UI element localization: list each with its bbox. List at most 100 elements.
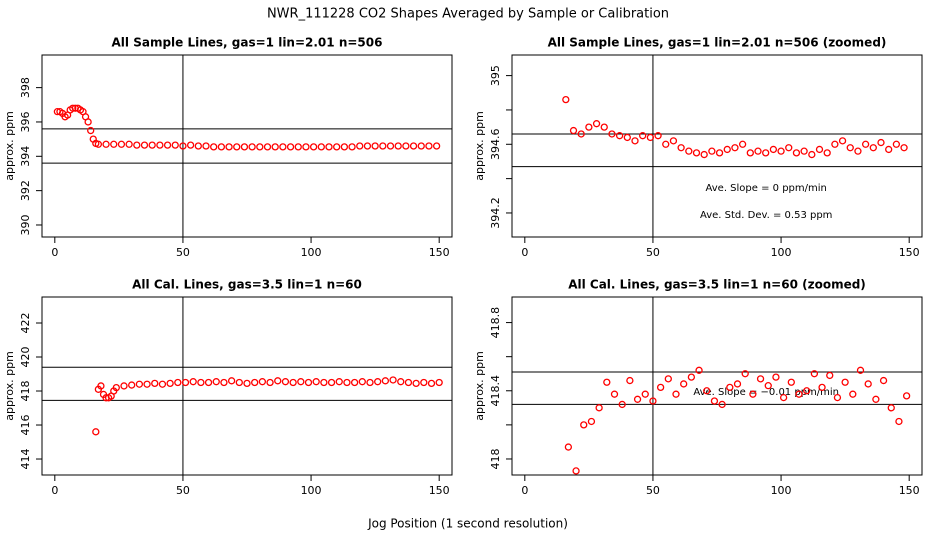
data-point [741, 370, 749, 378]
data-point [417, 142, 425, 150]
data-point [435, 378, 443, 387]
data-point [404, 378, 413, 387]
data-point [148, 141, 156, 149]
data-point [603, 378, 611, 386]
data-point [189, 378, 197, 386]
data-point [212, 378, 220, 386]
y-axis-label: approx. ppm [473, 351, 486, 421]
data-point [128, 381, 136, 389]
data-point [895, 417, 903, 426]
data-point [258, 378, 267, 386]
data-point [335, 378, 343, 386]
data-point [772, 373, 780, 381]
data-point [312, 378, 320, 386]
data-point [135, 380, 144, 388]
data-point [887, 404, 895, 412]
plot-frame [511, 54, 923, 238]
y-tick-label: 395 [489, 65, 502, 86]
data-point [240, 143, 249, 151]
data-point [243, 379, 251, 388]
data-point [69, 104, 77, 112]
data-point [217, 143, 226, 151]
data-point [427, 379, 436, 388]
data-point [672, 390, 680, 398]
data-point [764, 382, 772, 390]
data-point [861, 140, 870, 148]
panel-title: All Cal. Lines, gas=3.5 lin=1 n=60 (zoom… [568, 278, 866, 292]
data-point [304, 378, 313, 387]
data-point [577, 130, 585, 138]
data-point [680, 380, 688, 388]
data-point [749, 390, 757, 398]
data-point [94, 140, 103, 148]
annotation: Ave. Slope = −0.01 ppm/min [693, 387, 839, 398]
data-point [779, 393, 788, 402]
data-point [731, 144, 739, 152]
data-point [769, 145, 778, 154]
data-point [754, 147, 762, 155]
data-point [562, 95, 570, 104]
data-point [723, 145, 731, 154]
data-point [639, 132, 647, 140]
x-tick-label: 50 [176, 484, 190, 497]
data-point [181, 378, 190, 387]
data-point [633, 395, 642, 403]
data-point [143, 380, 151, 388]
data-point [350, 378, 359, 387]
data-point [608, 130, 616, 138]
data-point [623, 133, 631, 142]
data-point [235, 378, 243, 387]
x-tick-label: 100 [301, 246, 322, 259]
data-point [795, 390, 803, 398]
y-tick-label: 394.2 [489, 197, 502, 229]
data-point [662, 140, 670, 148]
data-point [394, 142, 402, 150]
data-point [271, 143, 279, 151]
data-point [266, 378, 274, 387]
data-point [854, 147, 862, 155]
data-point [818, 383, 826, 392]
data-point [877, 138, 885, 147]
x-tick-label: 100 [301, 484, 322, 497]
x-tick-label: 150 [899, 484, 920, 497]
data-point [902, 392, 911, 400]
y-tick-label: 392 [19, 180, 32, 201]
panel-title: All Sample Lines, gas=1 lin=2.01 n=506 [112, 36, 383, 50]
data-point [402, 142, 410, 150]
data-point [92, 428, 100, 436]
data-point [777, 147, 785, 155]
data-point [641, 390, 649, 398]
data-point [297, 378, 305, 386]
data-point [792, 149, 801, 157]
y-tick-label: 418 [19, 381, 32, 402]
y-tick-label: 396 [19, 111, 32, 132]
x-tick-label: 0 [51, 246, 58, 259]
data-point [726, 383, 734, 392]
data-point [677, 144, 685, 152]
data-point [808, 150, 816, 159]
data-point [580, 421, 588, 429]
data-point [826, 371, 834, 380]
data-point [279, 143, 287, 151]
x-tick-label: 50 [646, 484, 660, 497]
data-point [309, 143, 318, 151]
data-point [356, 142, 364, 150]
data-point [281, 378, 290, 386]
data-point [631, 137, 639, 145]
data-point [381, 377, 390, 385]
x-tick-label: 0 [521, 246, 528, 259]
y-tick-label: 422 [19, 313, 32, 334]
data-point [97, 382, 105, 390]
data-point [715, 149, 724, 157]
data-point [225, 143, 233, 151]
data-point [585, 123, 593, 131]
data-point [869, 144, 877, 152]
data-point [610, 390, 619, 398]
data-point [210, 143, 218, 151]
data-point [140, 141, 149, 149]
data-point [656, 383, 665, 392]
data-point [174, 378, 182, 387]
data-point [163, 141, 172, 149]
data-point [171, 141, 179, 149]
data-point [420, 378, 428, 387]
